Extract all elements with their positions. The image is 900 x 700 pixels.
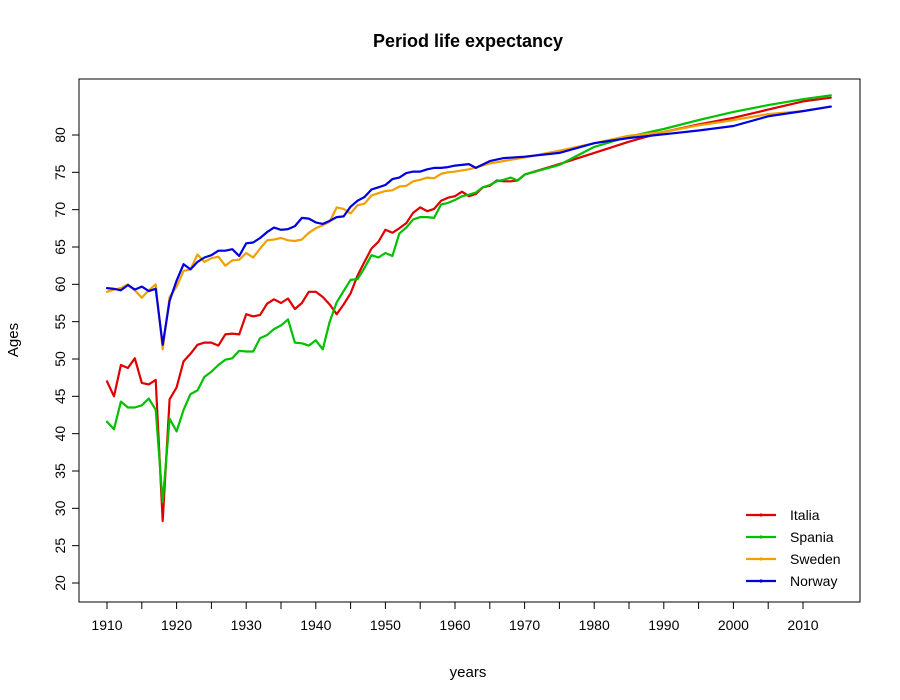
legend-label-norway: Norway bbox=[790, 573, 837, 589]
x-tick-label: 1940 bbox=[300, 617, 331, 633]
legend-label-spania: Spania bbox=[790, 529, 834, 545]
y-tick-label: 60 bbox=[52, 276, 68, 292]
y-tick-label: 75 bbox=[52, 164, 68, 180]
y-tick-label: 70 bbox=[52, 202, 68, 218]
series-layer bbox=[105, 94, 832, 523]
x-tick-label: 1930 bbox=[231, 617, 262, 633]
x-tick-label: 1990 bbox=[648, 617, 679, 633]
legend-label-sweden: Sweden bbox=[790, 551, 841, 567]
x-tick-label: 1950 bbox=[370, 617, 401, 633]
y-tick-label: 65 bbox=[52, 239, 68, 255]
legend-label-italia: Italia bbox=[790, 507, 820, 523]
legend-marker-spania bbox=[759, 535, 763, 539]
y-tick-label: 45 bbox=[52, 388, 68, 404]
chart-title: Period life expectancy bbox=[373, 31, 563, 51]
series-line-italia bbox=[105, 96, 832, 523]
y-tick-label: 50 bbox=[52, 351, 68, 367]
x-axis-label: years bbox=[450, 664, 487, 681]
series-line-spania bbox=[105, 94, 832, 504]
legend-marker-norway bbox=[759, 579, 763, 583]
x-tick-label: 1910 bbox=[91, 617, 122, 633]
y-tick-label: 55 bbox=[52, 314, 68, 330]
legend-marker-sweden bbox=[759, 557, 763, 561]
legend: Italia Spania Sweden Norway bbox=[746, 507, 841, 589]
series-line-norway bbox=[105, 105, 832, 346]
legend-marker-italia bbox=[759, 513, 763, 517]
y-tick-label: 80 bbox=[52, 127, 68, 143]
y-tick-label: 35 bbox=[52, 463, 68, 479]
y-axis: 20 25 30 35 40 45 50 55 60 65 70 75 80 bbox=[52, 127, 79, 591]
x-tick-label: 2010 bbox=[787, 617, 818, 633]
plot-area-frame bbox=[78, 78, 861, 603]
x-axis: 1910 1920 1930 1940 1950 1960 1970 1980 1990 2000… bbox=[91, 602, 819, 633]
y-tick-label: 25 bbox=[52, 538, 68, 554]
x-tick-label: 1970 bbox=[509, 617, 540, 633]
y-tick-label: 20 bbox=[52, 575, 68, 591]
x-tick-label: 2000 bbox=[718, 617, 749, 633]
series-line-sweden bbox=[105, 105, 832, 351]
x-tick-label: 1980 bbox=[579, 617, 610, 633]
x-tick-label: 1920 bbox=[161, 617, 192, 633]
y-tick-label: 40 bbox=[52, 426, 68, 442]
y-tick-label: 30 bbox=[52, 500, 68, 516]
x-tick-label: 1960 bbox=[439, 617, 470, 633]
y-axis-label: Ages bbox=[5, 323, 22, 357]
